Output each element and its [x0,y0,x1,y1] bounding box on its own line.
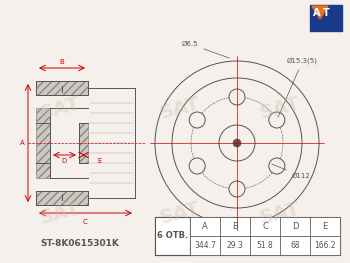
Circle shape [233,139,241,147]
Text: A: A [313,8,321,18]
Text: C: C [262,222,268,231]
Polygon shape [36,81,88,95]
Circle shape [189,158,205,174]
Text: SAT: SAT [258,94,302,123]
Text: Ø112: Ø112 [272,164,311,179]
Text: B: B [232,222,238,231]
Bar [310,5,342,31]
Text: ST-8K0615301K: ST-8K0615301K [41,239,119,247]
Text: D: D [61,158,66,164]
Bar [155,217,190,255]
Bar [280,236,310,255]
Text: A: A [20,140,25,146]
Text: 6 ОТВ.: 6 ОТВ. [157,231,188,240]
Bar [155,217,340,255]
Text: B: B [60,59,64,65]
Circle shape [229,181,245,197]
Text: Ø15.3(5): Ø15.3(5) [278,58,318,118]
Text: 51.8: 51.8 [257,241,273,250]
Text: SAT: SAT [158,94,202,123]
Text: D: D [292,222,298,231]
Polygon shape [36,108,50,178]
Polygon shape [36,191,88,205]
Text: SAT: SAT [38,94,82,123]
Circle shape [269,158,285,174]
Text: T: T [323,8,329,18]
Text: SAT: SAT [258,199,302,227]
Bar [190,217,220,236]
Bar [280,217,310,236]
Text: SAT: SAT [158,199,202,227]
Text: Ø6.5: Ø6.5 [182,41,229,58]
Bar [310,236,340,255]
Bar [250,217,280,236]
Polygon shape [79,123,88,163]
Text: E: E [98,158,102,164]
Circle shape [189,112,205,128]
Text: SAT: SAT [38,199,82,227]
Bar [190,236,220,255]
Bar [220,236,250,255]
Circle shape [229,89,245,105]
Text: 166.2: 166.2 [314,241,336,250]
Bar [310,217,340,236]
Text: 68: 68 [290,241,300,250]
Text: E: E [322,222,328,231]
Text: 29.3: 29.3 [226,241,244,250]
Polygon shape [312,6,328,19]
Text: C: C [83,219,88,225]
Text: 344.7: 344.7 [194,241,216,250]
Bar [250,236,280,255]
Bar [220,217,250,236]
Text: A: A [202,222,208,231]
Circle shape [269,112,285,128]
